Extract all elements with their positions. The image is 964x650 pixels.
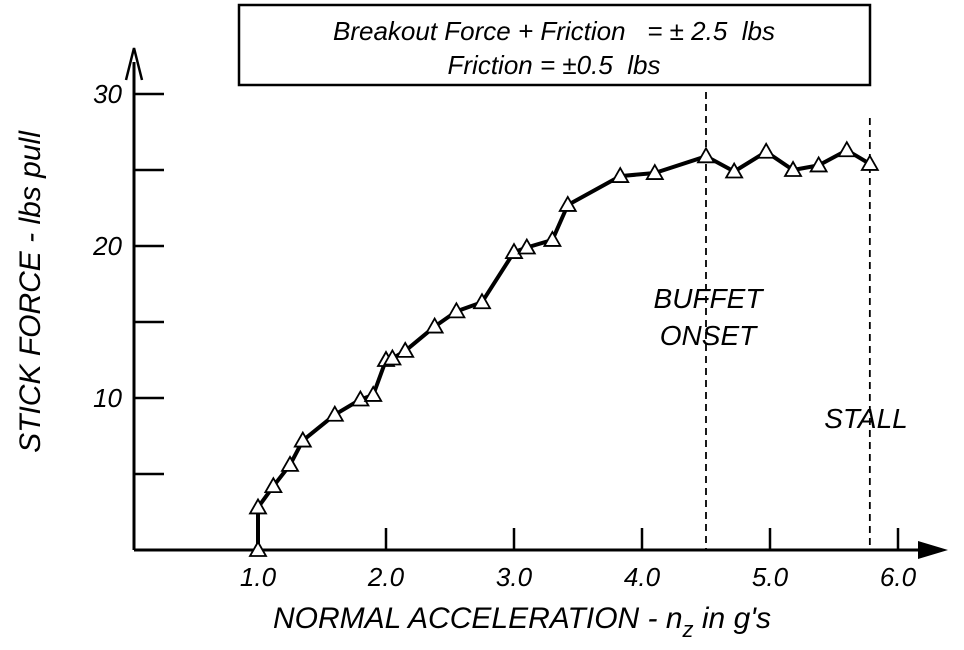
x-axis-title-subscript: z xyxy=(682,617,694,642)
x-tick-label-5: 5.0 xyxy=(752,562,789,592)
series-0-point-4 xyxy=(293,430,313,448)
x-tick-label-2: 2.0 xyxy=(367,562,405,592)
series-0-point-5 xyxy=(325,404,345,422)
series-0-point-16 xyxy=(542,230,562,247)
series-0-point-19 xyxy=(645,163,665,180)
y-tick-label-20: 20 xyxy=(92,231,122,261)
x-axis-title-suffix: in g's xyxy=(694,602,771,635)
y-tick-label-10: 10 xyxy=(93,383,122,413)
series-0-point-22 xyxy=(756,141,776,159)
y-axis-arrow xyxy=(124,47,144,81)
x-axis-title-main: NORMAL ACCELERATION - n xyxy=(273,602,683,635)
y-axis-title: STICK FORCE - lbs pull xyxy=(14,130,47,453)
series-0-point-25 xyxy=(837,140,857,158)
series-0-point-0 xyxy=(248,540,268,557)
series-0-point-1 xyxy=(248,497,268,515)
series-0-point-13 xyxy=(472,292,492,310)
series-0-point-26 xyxy=(860,154,880,171)
axes xyxy=(124,47,948,559)
series-0-point-12 xyxy=(446,301,466,319)
x-axis-arrow xyxy=(918,541,948,559)
series-0-point-17 xyxy=(558,195,578,212)
series-0-point-6 xyxy=(350,389,370,407)
annotation-buffet-line-2: ONSET xyxy=(660,320,758,351)
annotation-stall: STALL xyxy=(824,403,908,434)
series-0-point-18 xyxy=(610,166,630,183)
series-0-point-3 xyxy=(280,455,300,472)
legend-frame xyxy=(237,3,872,87)
legend-box: Breakout Force + Friction = ± 2.5 lbs Fr… xyxy=(237,3,872,87)
series-0-point-14 xyxy=(504,242,524,259)
annotation-buffet-line-1: BUFFET xyxy=(654,283,765,314)
series-0-point-23 xyxy=(783,160,803,177)
x-tick-label-1: 1.0 xyxy=(240,562,277,592)
x-tick-label-4: 4.0 xyxy=(624,562,661,592)
series-0-point-7 xyxy=(363,385,383,402)
series-0-point-20 xyxy=(696,146,716,164)
series-0-point-10 xyxy=(395,341,415,358)
reference-lines xyxy=(705,92,871,550)
series-0-point-2 xyxy=(263,476,283,494)
series-0-point-21 xyxy=(724,161,744,179)
series-0-point-24 xyxy=(809,155,829,173)
x-tick-label-3: 3.0 xyxy=(496,562,533,592)
y-tick-label-30: 30 xyxy=(93,79,122,109)
series-0-point-11 xyxy=(425,316,445,334)
series-0-point-15 xyxy=(517,237,537,255)
y-ticks: 10 20 30 xyxy=(92,79,164,476)
legend-line-1: Breakout Force + Friction = ± 2.5 lbs xyxy=(333,16,775,46)
x-tick-label-6: 6.0 xyxy=(880,562,917,592)
legend-line-2: Friction = ±0.5 lbs xyxy=(448,50,661,80)
x-ticks: 1.0 2.0 3.0 4.0 5.0 6.0 xyxy=(240,528,917,592)
x-axis-title: NORMAL ACCELERATION - nz in g's xyxy=(273,602,771,642)
series-group xyxy=(248,140,880,557)
